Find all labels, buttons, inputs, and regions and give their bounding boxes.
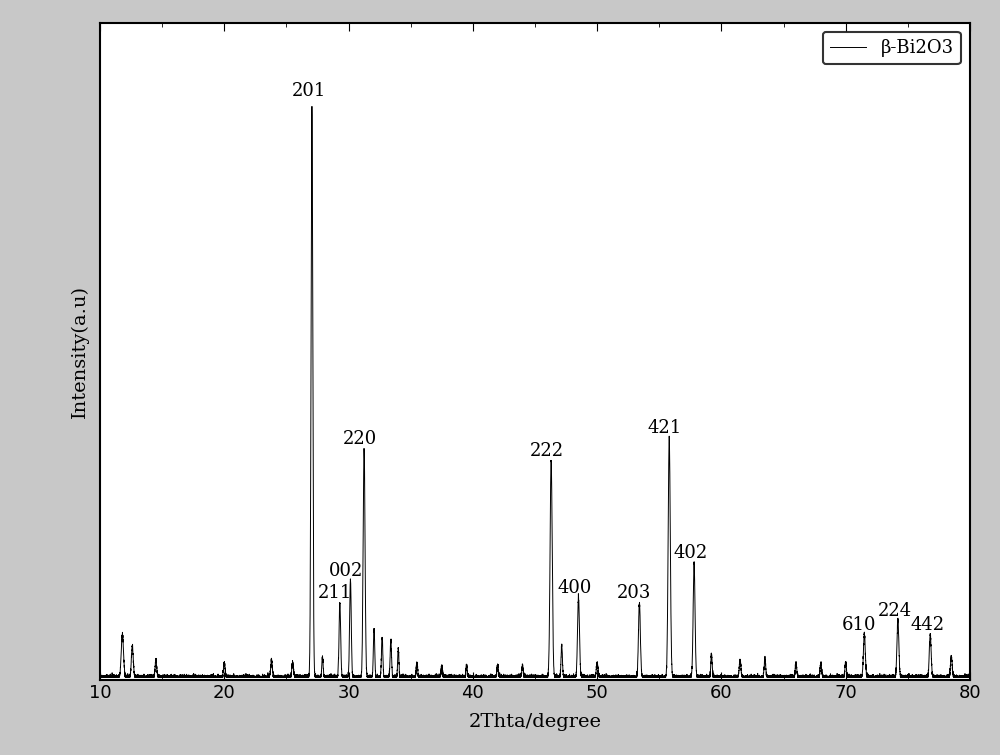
Text: 203: 203 [617,584,652,602]
Text: 211: 211 [318,584,352,602]
β-Bi2O3 [952,673,964,682]
Text: 400: 400 [558,578,592,596]
Y-axis label: Intensity(a.u): Intensity(a.u) [71,285,89,418]
Text: 222: 222 [530,442,564,460]
β-Bi2O3 [94,673,106,682]
Text: 220: 220 [343,430,378,448]
β-Bi2O3 [306,102,318,111]
Legend: β-Bi2O3: β-Bi2O3 [823,32,961,64]
β-Bi2O3 [94,672,106,681]
Text: 610: 610 [842,616,877,633]
X-axis label: 2Thta/degree: 2Thta/degree [468,713,602,732]
Text: 002: 002 [329,562,363,580]
β-Bi2O3 [850,672,862,681]
Text: 402: 402 [673,544,707,562]
Text: 442: 442 [910,616,944,633]
Text: 201: 201 [292,82,327,100]
Line: β-Bi2O3: β-Bi2O3 [100,106,970,677]
β-Bi2O3 [649,672,661,681]
β-Bi2O3 [874,673,886,682]
β-Bi2O3 [964,673,976,682]
β-Bi2O3 [962,670,974,679]
Text: 224: 224 [878,602,912,620]
Text: 421: 421 [648,419,682,436]
β-Bi2O3 [485,673,497,682]
